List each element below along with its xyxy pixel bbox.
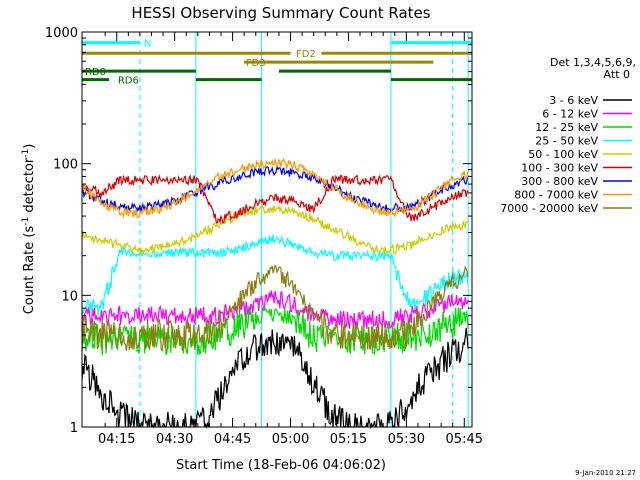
y-axis-label-end: ) [22, 144, 37, 149]
legend-entry-label: 800 - 7000 keV [514, 189, 598, 202]
annotation-label-rd6: RD6 [118, 76, 139, 87]
annotation-label-fd2: FD2 [296, 49, 316, 60]
x-tick-label: 05:00 [272, 432, 309, 447]
plot-frame [81, 31, 473, 428]
legend-title-line2: Att 0 [604, 68, 630, 81]
legend-entry-label: 6 - 12 keV [542, 108, 598, 121]
legend-entry-label: 100 - 300 keV [521, 162, 598, 175]
y-axis-label: Count Rate (s-1 detector-1) [21, 144, 37, 315]
x-tick-label: 05:15 [330, 432, 367, 447]
series-line-50_100keV [81, 204, 469, 255]
y-axis-label-sup1: -1 [21, 217, 31, 226]
annotation-label-rd0: RD0 [85, 67, 106, 78]
x-tick-label: 04:30 [156, 432, 193, 447]
y-axis-label-sup2: -1 [21, 149, 31, 158]
y-tick-label: 100 [53, 158, 78, 173]
legend-entry-label: 300 - 800 keV [521, 175, 598, 188]
x-tick-label: 05:45 [446, 432, 483, 447]
legend-entry-label: 50 - 100 keV [528, 148, 598, 161]
x-axis-label: Start Time (18-Feb-06 04:06:02) [176, 458, 386, 473]
y-axis-label-mid: detector [22, 157, 37, 217]
legend-entry-label: 7000 - 20000 keV [500, 202, 598, 215]
footer-date: 9-Jan-2010 21:27 [575, 469, 636, 477]
legend-title-line1: Det 1,3,4,5,6,9, [550, 56, 636, 69]
annotation-label-n: N [144, 39, 151, 50]
series-line-800_7000keV [81, 157, 469, 219]
y-tick-label: 10 [61, 289, 78, 304]
x-tick-label: 04:45 [214, 432, 251, 447]
plot-layer: N FD2 FD3 RD0 RD6 [81, 32, 472, 430]
series-line-25_50keV [81, 234, 469, 317]
chart-title: HESSI Observing Summary Count Rates [131, 4, 430, 22]
annotation-label-fd3: FD3 [246, 58, 266, 69]
y-tick-label: 1 [70, 421, 78, 436]
legend-entry-label: 12 - 25 keV [535, 121, 598, 134]
y-tick-label: 1000 [45, 26, 78, 41]
series-line-100_300keV [81, 173, 469, 225]
x-tick-label: 04:15 [98, 432, 135, 447]
x-tick-label: 05:30 [388, 432, 425, 447]
y-axis-label-main: Count Rate (s [22, 226, 37, 315]
legend-entry-label: 25 - 50 keV [535, 135, 598, 148]
legend-entry-label: 3 - 6 keV [549, 94, 598, 107]
series-line-7000_20000keV [81, 264, 469, 353]
series-line-3_6keV [81, 327, 469, 430]
